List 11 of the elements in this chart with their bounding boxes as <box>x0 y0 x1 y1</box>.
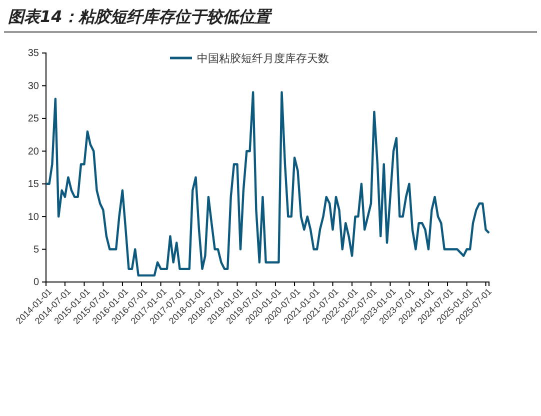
y-tick-label: 5 <box>33 244 40 256</box>
y-tick-label: 20 <box>28 146 40 158</box>
y-tick-label: 25 <box>28 114 40 125</box>
line-series <box>44 91 490 277</box>
y-tick-label: 30 <box>28 80 40 92</box>
y-tick-label: 0 <box>33 277 40 288</box>
chart-title: 图表14：粘胶短纤库存位于较低位置 <box>8 7 272 26</box>
legend-label: 中国粘胶短纤月度库存天数 <box>197 52 329 65</box>
y-tick-label: 15 <box>28 179 40 190</box>
y-tick-label: 35 <box>28 48 40 60</box>
y-tick-label: 10 <box>28 212 40 223</box>
